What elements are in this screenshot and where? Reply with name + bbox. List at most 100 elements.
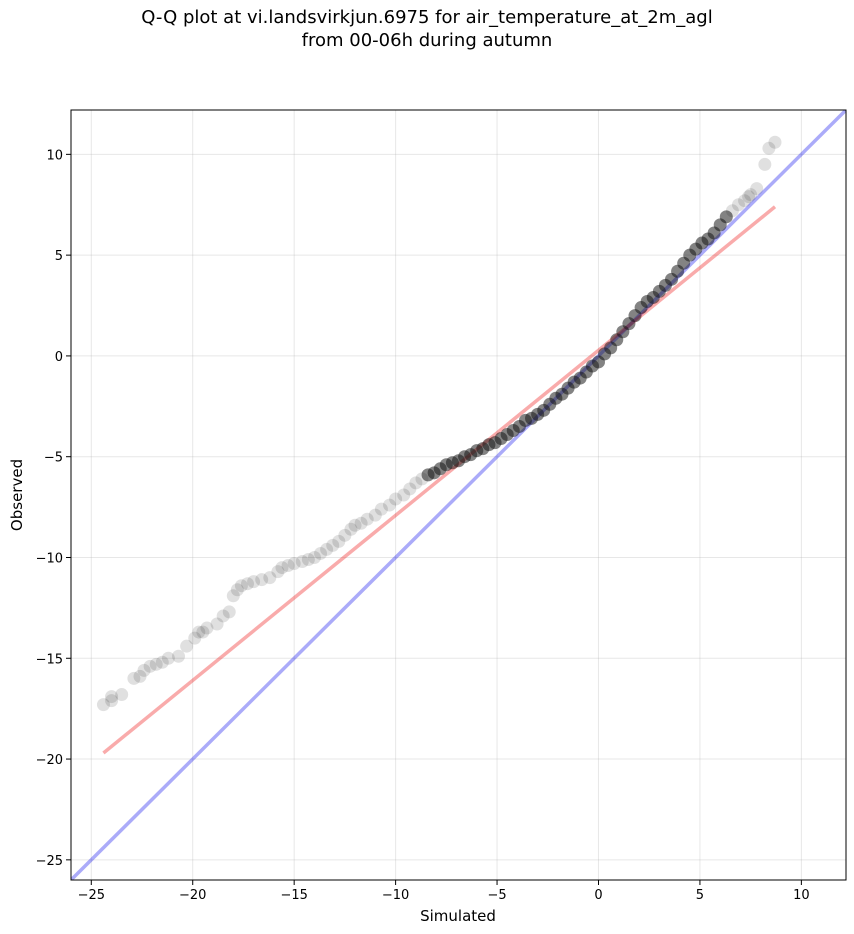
x-tick-label: −15 [280, 888, 307, 903]
data-point [222, 605, 236, 619]
data-point [622, 317, 636, 331]
chart-title-line-2: from 00-06h during autumn [301, 30, 553, 51]
data-point [155, 655, 169, 669]
data-point [482, 438, 496, 452]
data-point [161, 651, 175, 665]
data-point [640, 294, 654, 308]
data-point [713, 218, 727, 232]
data-point [731, 198, 745, 212]
x-tick-label: 10 [793, 888, 810, 903]
dense-point [537, 403, 551, 417]
dense-point [671, 264, 685, 278]
data-point [464, 448, 478, 462]
data-point [433, 462, 447, 476]
data-point [383, 498, 397, 512]
data-point [143, 659, 157, 673]
dense-point [622, 317, 636, 331]
data-point [389, 492, 403, 506]
dense-point [464, 448, 478, 462]
data-point [247, 575, 261, 589]
data-point [525, 411, 539, 425]
x-tick-label: 5 [696, 888, 704, 903]
data-point [531, 407, 545, 421]
data-point [415, 472, 429, 486]
data-point [518, 413, 532, 427]
dense-point [573, 371, 587, 385]
data-point [439, 458, 453, 472]
y-tick-label: −20 [36, 753, 63, 768]
identity-line [71, 110, 846, 880]
data-point [332, 534, 346, 548]
data-point [196, 625, 210, 639]
data-point [137, 663, 151, 677]
data-point [494, 432, 508, 446]
data-point [610, 333, 624, 347]
data-point [598, 347, 612, 361]
y-tick-label: 0 [55, 350, 63, 365]
data-point [683, 248, 697, 262]
plot-frame [70, 109, 847, 881]
data-point [226, 589, 240, 603]
data-point [646, 290, 660, 304]
data-point [287, 557, 301, 571]
dense-point [506, 423, 520, 437]
y-axis-label: Observed [8, 459, 26, 531]
dense-point [452, 454, 465, 468]
data-point [172, 649, 186, 663]
x-tick-label: −5 [487, 888, 506, 903]
dense-point [525, 411, 539, 425]
dense-point [689, 242, 703, 256]
data-point [326, 538, 340, 552]
dense-point [652, 284, 666, 298]
dense-point [531, 407, 545, 421]
data-point [188, 631, 202, 645]
dense-point [488, 436, 502, 450]
x-axis-label: Simulated [420, 907, 496, 925]
plot-area [71, 110, 846, 880]
data-point [271, 565, 285, 579]
data-point [368, 508, 382, 522]
data-point [488, 436, 502, 450]
chart-title-line-1: Q-Q plot at vi.landsvirkjun.6975 for air… [141, 7, 713, 28]
y-tick-label: −10 [36, 551, 63, 566]
data-point [744, 188, 758, 202]
data-point [738, 194, 752, 208]
data-point [701, 232, 715, 246]
data-point [458, 450, 472, 464]
dense-point [543, 397, 557, 411]
y-tick-label: 5 [55, 249, 63, 264]
data-point [591, 355, 605, 369]
dense-point [604, 341, 618, 355]
data-point [561, 381, 575, 395]
data-point [275, 561, 289, 575]
data-point [506, 423, 520, 437]
data-point [652, 284, 666, 298]
data-point [573, 371, 587, 385]
data-point [344, 522, 358, 536]
dense-point [677, 256, 691, 270]
dense-point [567, 375, 581, 389]
dense-point [634, 301, 648, 315]
dense-point [658, 278, 672, 292]
data-point [470, 444, 484, 458]
dense-point [640, 294, 654, 308]
data-point [695, 236, 709, 250]
data-point [241, 577, 255, 591]
x-tick-label: 0 [594, 888, 602, 903]
data-point [758, 157, 772, 171]
data-point [549, 391, 563, 405]
data-point [200, 621, 214, 635]
data-point [348, 518, 362, 532]
dense-point [598, 347, 612, 361]
y-tick-label: −5 [44, 451, 63, 466]
data-point [307, 550, 321, 564]
dense-point [500, 428, 514, 442]
dense-point [561, 381, 575, 395]
data-point [476, 442, 490, 456]
data-point [628, 309, 642, 323]
dense-point [628, 309, 642, 323]
data-point [320, 542, 334, 556]
data-point [263, 571, 277, 585]
x-tick-label: −20 [179, 888, 206, 903]
